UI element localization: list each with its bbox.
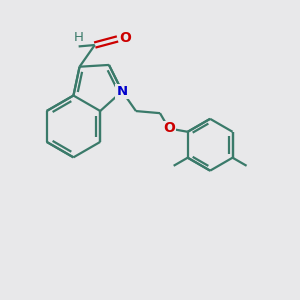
Text: H: H bbox=[74, 32, 84, 44]
Text: O: O bbox=[163, 122, 175, 136]
Text: O: O bbox=[120, 31, 131, 45]
Text: N: N bbox=[116, 85, 128, 98]
